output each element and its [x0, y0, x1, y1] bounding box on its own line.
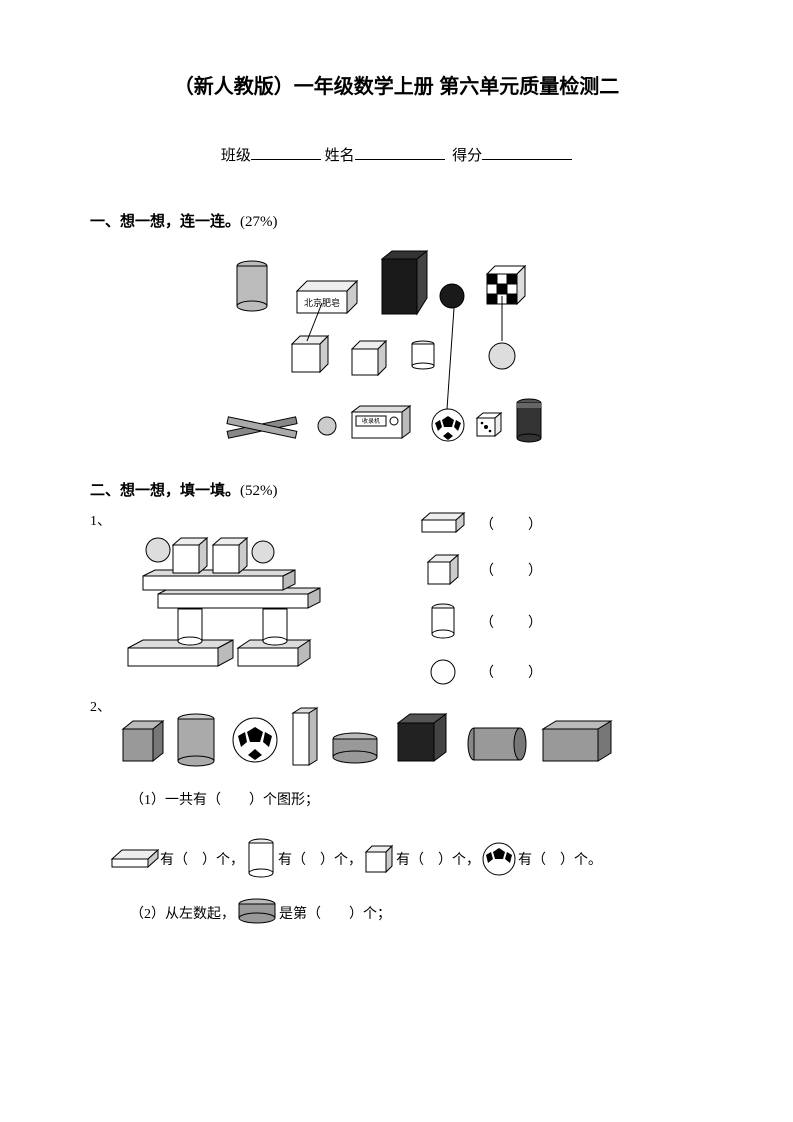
q1-blank-2[interactable]: （ ） [480, 612, 544, 632]
figure-1-match-shapes: 北京肥皂 [90, 241, 703, 461]
q1-number: 1、 [90, 510, 118, 530]
question-1: 1、 [90, 510, 703, 688]
cuboid-icon [418, 510, 468, 538]
q1-blank-1[interactable]: （ ） [480, 560, 544, 580]
q2-number: 2、 [90, 696, 118, 716]
q2-shape-counts: 有（ ）个， 有（ ）个， 有（ ）个， 有（ ）个。 [110, 838, 703, 880]
page-title: （新人教版）一年级数学上册 第六单元质量检测二 [90, 70, 703, 99]
q2-sub2-prefix: （2）从左数起， [130, 903, 235, 923]
q1-composite-shape [118, 510, 358, 680]
section-1-heading: 一、想一想，连一连。(27%) [90, 210, 703, 231]
name-blank[interactable] [355, 144, 445, 160]
cube-icon-2 [362, 842, 396, 876]
q1-row-cylinder: （ ） [418, 602, 544, 642]
q2-count-sphere[interactable]: 有（ ）个。 [518, 849, 602, 869]
q2-count-cuboid[interactable]: 有（ ）个 [160, 849, 230, 869]
section-2-heading: 二、想一想，填一填。(52%) [90, 479, 703, 500]
class-blank[interactable] [251, 144, 321, 160]
q1-blank-3[interactable]: （ ） [480, 662, 544, 682]
score-label: 得分 [452, 148, 482, 164]
soccer-icon [480, 840, 518, 878]
q1-row-sphere: （ ） [418, 656, 544, 688]
q2-sub2-suffix[interactable]: 是第（ ）个； [279, 903, 391, 923]
match-shapes-svg: 北京肥皂 [207, 241, 587, 461]
q1-row-cuboid: （ ） [418, 510, 544, 538]
student-info-line: 班级 姓名 得分 [90, 144, 703, 165]
cylinder-icon [418, 602, 468, 642]
q1-blank-0[interactable]: （ ） [480, 514, 544, 534]
q2-sub2: （2）从左数起， 是第（ ）个； [130, 898, 703, 928]
flat-cuboid-icon [110, 845, 160, 873]
score-blank[interactable] [482, 144, 572, 160]
class-label: 班级 [221, 148, 251, 164]
q2-count-cylinder[interactable]: 有（ ）个 [278, 849, 348, 869]
section-1-percent: (27%) [240, 214, 278, 230]
section-2-text: 二、想一想，填一填。 [90, 482, 240, 499]
section-1-text: 一、想一想，连一连。 [90, 213, 240, 230]
q1-count-grid: （ ） （ ） （ ） [418, 510, 544, 688]
sphere-icon [418, 656, 468, 688]
q2-shapes-row [118, 696, 638, 776]
svg-text:收录机: 收录机 [361, 417, 379, 425]
name-label: 姓名 [325, 148, 355, 164]
q2-sub1-text: （1）一共有（ ）个图形； [130, 793, 319, 808]
q2-count-cube[interactable]: 有（ ）个 [396, 849, 466, 869]
question-2: 2、 [90, 696, 703, 776]
q2-sub1: （1）一共有（ ）个图形； [130, 784, 703, 818]
cylinder-icon-2 [244, 838, 278, 880]
svg-text:北京肥皂: 北京肥皂 [303, 297, 339, 308]
flat-cylinder-icon [235, 898, 279, 928]
section-2-percent: (52%) [240, 483, 278, 499]
worksheet-page: （新人教版）一年级数学上册 第六单元质量检测二 班级 姓名 得分 一、想一想，连… [0, 0, 793, 1122]
q1-row-cube: （ ） [418, 552, 544, 588]
cube-icon [418, 552, 468, 588]
